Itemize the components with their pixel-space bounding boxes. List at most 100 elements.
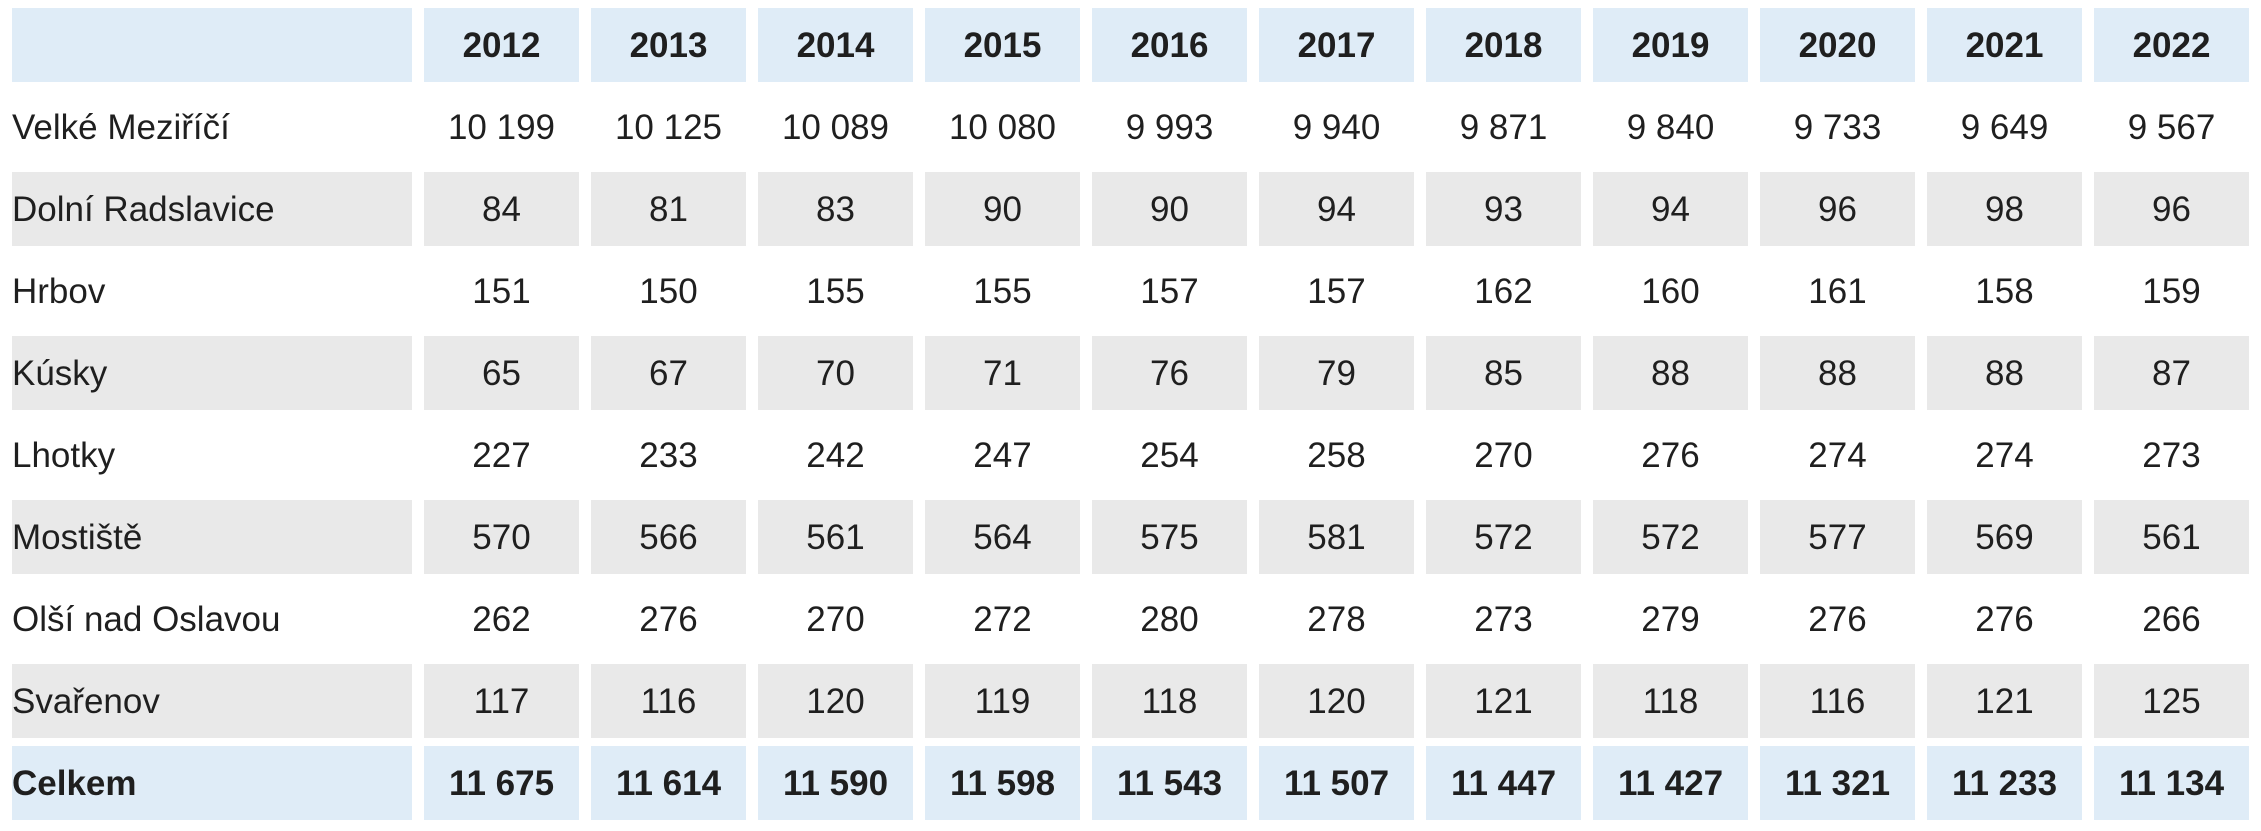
cell-value: 242 xyxy=(758,418,913,492)
cell-value: 247 xyxy=(925,418,1080,492)
table-row: Olší nad Oslavou 262 276 270 272 280 278 273 279… xyxy=(12,582,2249,656)
table-row: Velké Meziříčí 10 199 10 125 10 089 10 080 9 … xyxy=(12,90,2249,164)
table-row: Dolní Radslavice 84 81 83 90 90 94 93 94 96 98 96 xyxy=(12,172,2249,246)
column-header-year: 2019 xyxy=(1593,8,1748,82)
cell-value: 254 xyxy=(1092,418,1247,492)
cell-value: 9 940 xyxy=(1259,90,1414,164)
cell-value: 96 xyxy=(1760,172,1915,246)
cell-value: 276 xyxy=(1760,582,1915,656)
table-row: Svařenov 117 116 120 119 118 120 121 118 116 121 12… xyxy=(12,664,2249,738)
cell-value: 9 871 xyxy=(1426,90,1581,164)
cell-value: 572 xyxy=(1426,500,1581,574)
table-row-total: Celkem 11 675 11 614 11 590 11 598 11 543 11 5… xyxy=(12,746,2249,820)
cell-value: 561 xyxy=(2094,500,2249,574)
cell-value: 116 xyxy=(1760,664,1915,738)
row-label: Olší nad Oslavou xyxy=(12,582,412,656)
cell-value: 158 xyxy=(1927,254,2082,328)
cell-value: 10 080 xyxy=(925,90,1080,164)
cell-value: 276 xyxy=(591,582,746,656)
cell-value: 94 xyxy=(1593,172,1748,246)
cell-value: 11 675 xyxy=(424,746,579,820)
cell-value: 84 xyxy=(424,172,579,246)
column-header-year: 2021 xyxy=(1927,8,2082,82)
cell-value: 570 xyxy=(424,500,579,574)
cell-value: 81 xyxy=(591,172,746,246)
cell-value: 9 840 xyxy=(1593,90,1748,164)
cell-value: 561 xyxy=(758,500,913,574)
column-header-year: 2015 xyxy=(925,8,1080,82)
cell-value: 581 xyxy=(1259,500,1414,574)
cell-value: 116 xyxy=(591,664,746,738)
cell-value: 233 xyxy=(591,418,746,492)
column-header-year: 2017 xyxy=(1259,8,1414,82)
cell-value: 76 xyxy=(1092,336,1247,410)
cell-value: 11 598 xyxy=(925,746,1080,820)
cell-value: 9 993 xyxy=(1092,90,1247,164)
cell-value: 70 xyxy=(758,336,913,410)
cell-value: 87 xyxy=(2094,336,2249,410)
cell-value: 274 xyxy=(1927,418,2082,492)
header-row: 2012 2013 2014 2015 2016 2017 2018 2019 2020 2021… xyxy=(12,8,2249,82)
cell-value: 258 xyxy=(1259,418,1414,492)
cell-value: 273 xyxy=(2094,418,2249,492)
cell-value: 9 649 xyxy=(1927,90,2082,164)
cell-value: 279 xyxy=(1593,582,1748,656)
cell-value: 11 321 xyxy=(1760,746,1915,820)
column-header-year: 2012 xyxy=(424,8,579,82)
cell-value: 118 xyxy=(1593,664,1748,738)
table-corner-cell xyxy=(12,8,412,82)
row-label: Dolní Radslavice xyxy=(12,172,412,246)
row-label: Hrbov xyxy=(12,254,412,328)
cell-value: 120 xyxy=(758,664,913,738)
cell-value: 280 xyxy=(1092,582,1247,656)
row-label: Svařenov xyxy=(12,664,412,738)
cell-value: 572 xyxy=(1593,500,1748,574)
cell-value: 273 xyxy=(1426,582,1581,656)
cell-value: 65 xyxy=(424,336,579,410)
cell-value: 162 xyxy=(1426,254,1581,328)
cell-value: 88 xyxy=(1760,336,1915,410)
cell-value: 575 xyxy=(1092,500,1247,574)
cell-value: 11 614 xyxy=(591,746,746,820)
cell-value: 10 089 xyxy=(758,90,913,164)
cell-value: 10 125 xyxy=(591,90,746,164)
cell-value: 11 590 xyxy=(758,746,913,820)
cell-value: 11 447 xyxy=(1426,746,1581,820)
cell-value: 93 xyxy=(1426,172,1581,246)
cell-value: 90 xyxy=(1092,172,1247,246)
row-label: Velké Meziříčí xyxy=(12,90,412,164)
column-header-year: 2018 xyxy=(1426,8,1581,82)
column-header-year: 2013 xyxy=(591,8,746,82)
cell-value: 564 xyxy=(925,500,1080,574)
column-header-year: 2020 xyxy=(1760,8,1915,82)
cell-value: 88 xyxy=(1927,336,2082,410)
cell-value: 11 507 xyxy=(1259,746,1414,820)
cell-value: 125 xyxy=(2094,664,2249,738)
row-label: Celkem xyxy=(12,746,412,820)
cell-value: 157 xyxy=(1259,254,1414,328)
cell-value: 11 543 xyxy=(1092,746,1247,820)
cell-value: 11 233 xyxy=(1927,746,2082,820)
cell-value: 120 xyxy=(1259,664,1414,738)
cell-value: 278 xyxy=(1259,582,1414,656)
cell-value: 11 427 xyxy=(1593,746,1748,820)
cell-value: 94 xyxy=(1259,172,1414,246)
cell-value: 272 xyxy=(925,582,1080,656)
cell-value: 96 xyxy=(2094,172,2249,246)
cell-value: 157 xyxy=(1092,254,1247,328)
row-label: Lhotky xyxy=(12,418,412,492)
cell-value: 262 xyxy=(424,582,579,656)
cell-value: 160 xyxy=(1593,254,1748,328)
table-row: Lhotky 227 233 242 247 254 258 270 276 274 274 273 xyxy=(12,418,2249,492)
cell-value: 83 xyxy=(758,172,913,246)
cell-value: 161 xyxy=(1760,254,1915,328)
cell-value: 276 xyxy=(1593,418,1748,492)
cell-value: 117 xyxy=(424,664,579,738)
cell-value: 79 xyxy=(1259,336,1414,410)
cell-value: 155 xyxy=(925,254,1080,328)
cell-value: 67 xyxy=(591,336,746,410)
cell-value: 274 xyxy=(1760,418,1915,492)
cell-value: 577 xyxy=(1760,500,1915,574)
row-label: Kúsky xyxy=(12,336,412,410)
cell-value: 98 xyxy=(1927,172,2082,246)
